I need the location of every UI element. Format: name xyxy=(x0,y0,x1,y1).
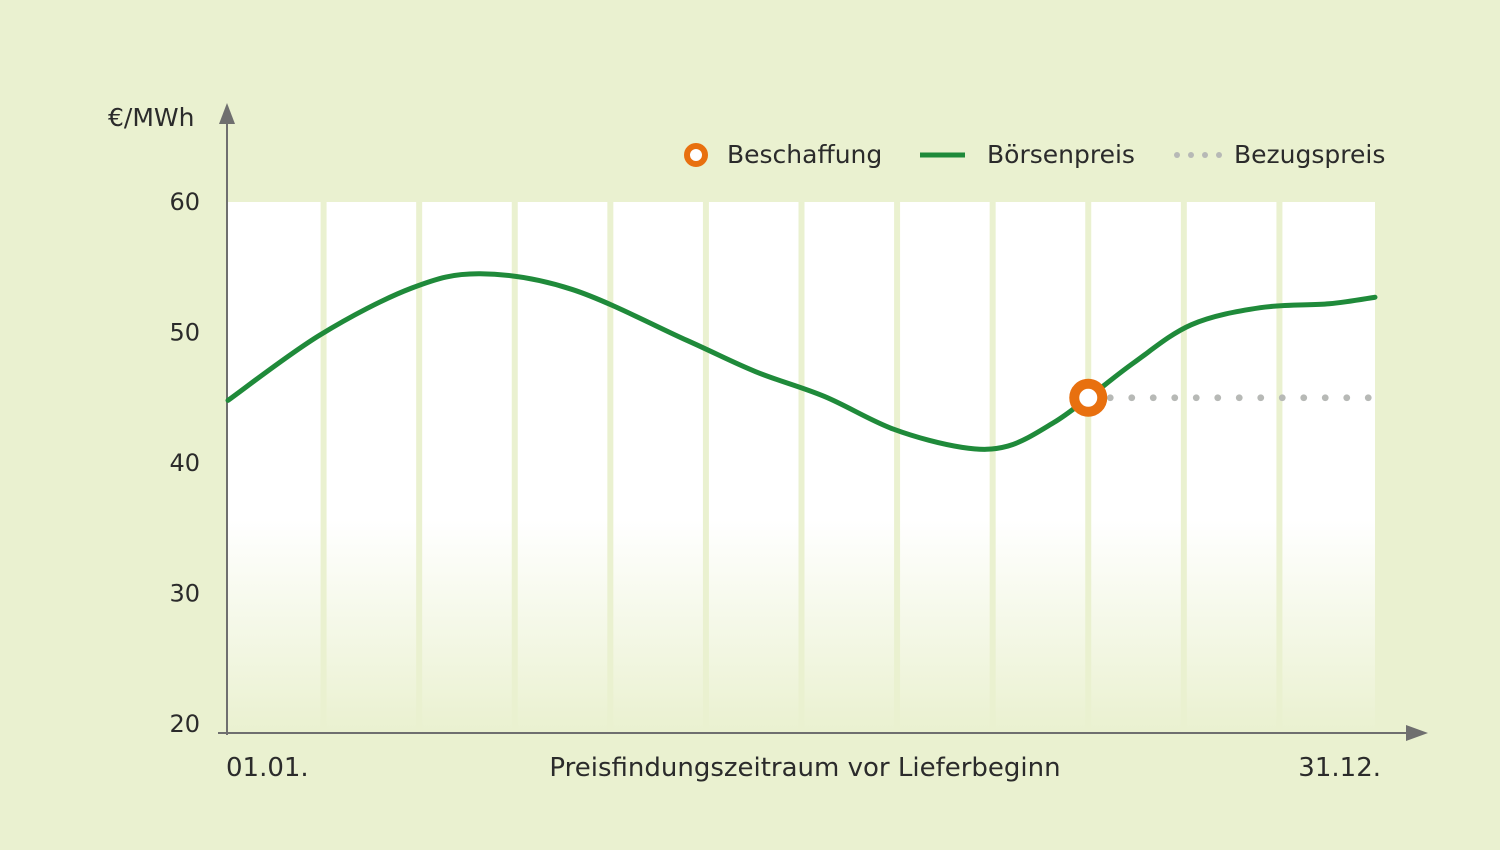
grid-band xyxy=(989,202,996,732)
beschaffung-point xyxy=(1069,378,1108,417)
y-axis-label: €/MWh xyxy=(108,103,194,132)
bezugspreis-dot xyxy=(1149,394,1157,402)
y-tick-labels: 60 50 40 30 20 xyxy=(169,188,200,738)
legend: Beschaffung Börsenpreis Bezugspreis xyxy=(684,140,1385,169)
grid-band xyxy=(320,202,327,732)
x-axis-start-label: 01.01. xyxy=(226,753,309,783)
grid-band xyxy=(894,202,901,732)
bezugspreis-dot xyxy=(1343,394,1351,402)
bezugspreis-dot xyxy=(1128,394,1136,402)
legend-dots-icon xyxy=(1174,152,1222,158)
grid-band xyxy=(798,202,805,732)
x-axis xyxy=(218,725,1428,741)
boersenpreis-line xyxy=(225,271,1378,452)
bezugspreis-dot xyxy=(1364,394,1372,402)
procurement-point-layer xyxy=(1069,378,1108,417)
bezugspreis-dot xyxy=(1214,394,1222,402)
bezugspreis-dot xyxy=(1106,394,1114,402)
legend-label-boersenpreis: Börsenpreis xyxy=(987,140,1135,169)
bezugspreis-dot xyxy=(1192,394,1200,402)
legend-item-boersenpreis: Börsenpreis xyxy=(920,140,1135,169)
x-axis-end-label: 31.12. xyxy=(1298,753,1381,783)
series-layer xyxy=(225,271,1378,452)
x-axis-label: Preisfindungszeitraum vor Lieferbeginn xyxy=(549,753,1060,783)
legend-ring-icon xyxy=(684,143,708,167)
y-tick-label: 30 xyxy=(169,580,200,608)
legend-label-bezugspreis: Bezugspreis xyxy=(1234,140,1385,169)
bezugspreis-dot xyxy=(1300,394,1308,402)
legend-item-bezugspreis: Bezugspreis xyxy=(1174,140,1385,169)
bezugspreis-dot xyxy=(1321,394,1329,402)
y-tick-label: 40 xyxy=(169,449,200,477)
grid-band xyxy=(511,202,518,732)
grid-band xyxy=(702,202,709,732)
vertical-grid-bands xyxy=(320,202,1283,732)
bezugspreis-dot xyxy=(1278,394,1286,402)
grid-band xyxy=(416,202,423,732)
grid-band xyxy=(607,202,614,732)
legend-item-beschaffung: Beschaffung xyxy=(684,140,882,169)
y-axis xyxy=(219,103,235,735)
grid-band xyxy=(1276,202,1283,732)
bezugspreis-dot xyxy=(1171,394,1179,402)
grid-band xyxy=(1085,202,1092,732)
legend-label-beschaffung: Beschaffung xyxy=(727,140,882,169)
bezugspreis-dot xyxy=(1257,394,1265,402)
y-tick-label: 20 xyxy=(169,710,200,738)
bezugspreis-dot xyxy=(1235,394,1243,402)
y-tick-label: 50 xyxy=(169,319,200,347)
y-axis-arrow-icon xyxy=(219,103,235,124)
y-tick-label: 60 xyxy=(169,188,200,216)
x-axis-arrow-icon xyxy=(1406,725,1428,741)
grid-band xyxy=(1180,202,1187,732)
